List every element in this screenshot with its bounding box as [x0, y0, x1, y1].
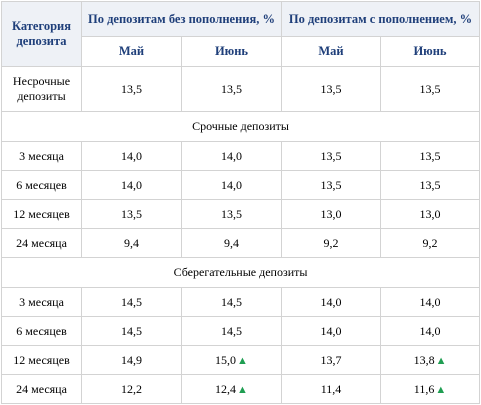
header-may-no-topup: Май [81, 36, 182, 67]
value-cell: 9,2 [281, 228, 381, 258]
value-cell: 14,0 [81, 170, 182, 200]
value-cell: 13,5 [379, 170, 481, 200]
row-label: 3 месяца [1, 141, 82, 171]
value-cell: 14,0 [181, 170, 282, 200]
value-cell: 14,5 [181, 316, 282, 346]
row-label: 6 месяцев [1, 170, 82, 200]
value-cell: 14,0 [181, 141, 282, 171]
value-text: 13,8 [413, 352, 435, 367]
value-cell: 14,5 [81, 316, 182, 346]
triangle-up-icon: ▲ [237, 383, 248, 396]
triangle-up-icon: ▲ [435, 383, 447, 396]
table-row: 24 месяца 9,4 9,4 9,2 9,2 [1, 228, 481, 258]
triangle-up-icon: ▲ [237, 354, 248, 367]
value-cell: 9,4 [181, 228, 282, 258]
table-row: 3 месяца 14,0 14,0 13,5 13,5 [1, 141, 481, 171]
value-cell: 11,6▲ [379, 374, 481, 404]
header-group-no-topup: По депозитам без пополнения, % [81, 1, 282, 37]
value-cell: 13,5 [181, 66, 282, 112]
value-cell: 14,5 [181, 287, 282, 317]
table-row: Несрочные депозиты 13,5 13,5 13,5 13,5 [1, 66, 481, 112]
value-text: 12,4 [215, 381, 237, 396]
value-cell: 14,0 [379, 316, 481, 346]
header-row-months: Май Июнь Май Июнь [2, 36, 481, 67]
value-cell: 13,5 [281, 170, 381, 200]
section-row-savings: Сберегательные депозиты [0, 257, 481, 288]
section-title: Срочные депозиты [0, 111, 481, 142]
value-cell: 13,0 [281, 199, 381, 229]
value-cell: 13,5 [81, 66, 182, 112]
value-cell: 15,0▲ [181, 345, 282, 375]
table-row: 24 месяца 12,2 12,4▲ 11,4 11,6▲ [1, 374, 481, 404]
value-cell: 14,5 [81, 287, 182, 317]
triangle-up-icon: ▲ [435, 354, 447, 367]
row-label: 3 месяца [1, 287, 82, 317]
value-cell: 9,2 [379, 228, 481, 258]
value-text: 11,6 [413, 381, 435, 396]
value-cell: 13,5 [379, 141, 481, 171]
value-cell: 12,2 [81, 374, 182, 404]
row-label: 12 месяцев [1, 345, 82, 375]
table-row: 12 месяцев 13,5 13,5 13,0 13,0 [1, 199, 481, 229]
value-cell: 13,5 [281, 141, 381, 171]
header-category: Категория депозита [1, 1, 82, 67]
header-may-topup: Май [281, 36, 381, 67]
value-text: 15,0 [215, 352, 237, 367]
value-cell: 13,5 [379, 66, 481, 112]
value-cell: 13,5 [81, 199, 182, 229]
value-cell: 12,4▲ [181, 374, 282, 404]
header-june-no-topup: Июнь [181, 36, 282, 67]
section-row-term: Срочные депозиты [0, 111, 481, 142]
table-row: 3 месяца 14,5 14,5 14,0 14,0 [1, 287, 481, 317]
value-cell: 13,8▲ [379, 345, 481, 375]
value-cell: 14,0 [281, 316, 381, 346]
value-cell: 14,0 [81, 141, 182, 171]
value-cell: 13,5 [281, 66, 381, 112]
row-label: Несрочные депозиты [1, 66, 82, 112]
value-cell: 14,9 [81, 345, 182, 375]
header-june-topup: Июнь [379, 36, 481, 67]
row-label: 6 месяцев [1, 316, 82, 346]
row-label: 24 месяца [1, 374, 82, 404]
row-label: 24 месяца [1, 228, 82, 258]
header-row-groups: Категория депозита По депозитам без попо… [1, 1, 481, 67]
value-cell: 9,4 [81, 228, 182, 258]
table-row: 6 месяцев 14,5 14,5 14,0 14,0 [1, 316, 481, 346]
table-row: 6 месяцев 14,0 14,0 13,5 13,5 [1, 170, 481, 200]
value-cell: 13,0 [379, 199, 481, 229]
table-row: 12 месяцев 14,9 15,0▲ 13,7 13,8▲ [1, 345, 481, 375]
section-title: Сберегательные депозиты [0, 257, 481, 288]
value-cell: 11,4 [281, 374, 381, 404]
value-cell: 14,0 [379, 287, 481, 317]
value-cell: 13,7 [281, 345, 381, 375]
row-label: 12 месяцев [1, 199, 82, 229]
header-group-topup: По депозитам с пополнением, % [280, 1, 481, 37]
value-cell: 13,5 [181, 199, 282, 229]
value-cell: 14,0 [281, 287, 381, 317]
